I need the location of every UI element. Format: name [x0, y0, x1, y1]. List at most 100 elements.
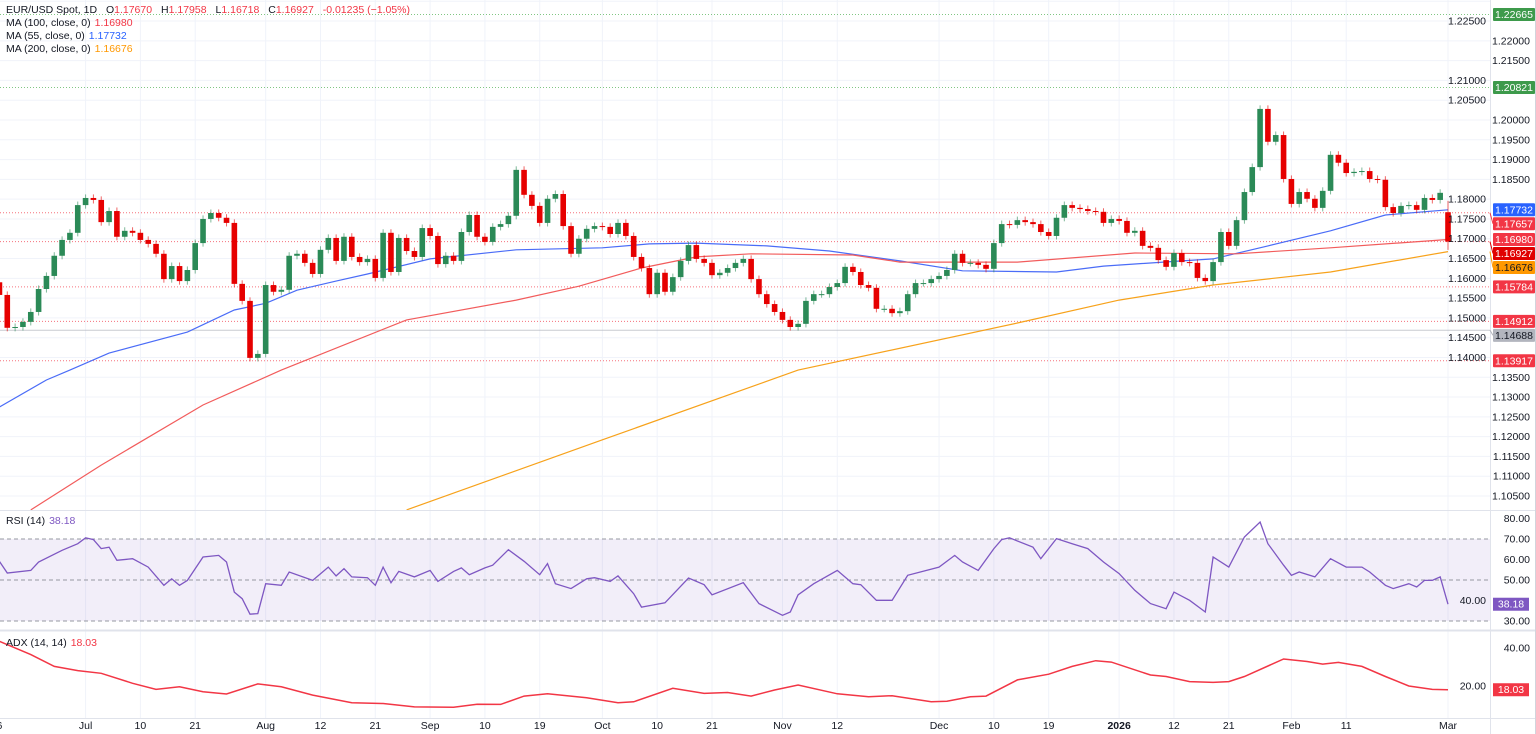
candle — [114, 207, 120, 241]
candle-body — [450, 255, 457, 261]
candle-body — [1163, 260, 1169, 267]
candle-body — [1406, 205, 1412, 207]
candle — [591, 222, 598, 233]
rsi-tick-label: 50.00 — [1504, 575, 1530, 587]
ma55-legend[interactable]: MA (55, close, 0) 1.17732 — [6, 30, 127, 43]
candle-body — [748, 258, 754, 280]
candle — [529, 191, 535, 210]
candle-body — [1241, 192, 1248, 221]
candle-body — [67, 232, 73, 240]
candle-body — [1069, 205, 1075, 208]
rsi-tick-label: 70.00 — [1504, 534, 1530, 546]
candle-body — [677, 260, 684, 278]
candle — [1210, 258, 1216, 285]
candle — [779, 308, 786, 324]
candle — [1351, 168, 1357, 177]
candle — [121, 227, 128, 241]
adx-line — [0, 640, 1449, 709]
candle-body — [161, 253, 167, 280]
candle — [912, 279, 919, 298]
candle-body — [920, 283, 927, 285]
candle — [4, 291, 11, 332]
candle-body — [121, 230, 128, 237]
candle-body — [1132, 230, 1138, 233]
candle-body — [114, 211, 120, 237]
candle-body — [341, 236, 347, 261]
price-tick-label: 1.13500 — [1492, 372, 1530, 384]
candle-body — [239, 283, 245, 301]
candle — [1343, 159, 1350, 177]
candle-body — [850, 266, 856, 272]
price-tick-label: 1.20500 — [1448, 95, 1486, 107]
adx-legend[interactable]: ADX (14, 14) 18.03 — [6, 637, 97, 650]
candle-body — [1100, 211, 1107, 223]
candle — [1429, 194, 1436, 204]
grid-lines — [0, 0, 1490, 718]
time-tick-label: 19 — [1043, 720, 1055, 732]
candle — [137, 229, 144, 244]
candle — [1257, 105, 1263, 171]
candle — [325, 234, 332, 254]
candle — [771, 300, 778, 316]
candle-body — [615, 222, 621, 234]
candle-body — [317, 249, 324, 274]
candle — [1366, 167, 1373, 183]
candle — [740, 255, 747, 267]
price-badge-label: 1.14688 — [1495, 330, 1533, 342]
candle-body — [709, 262, 715, 276]
candle — [1218, 228, 1224, 266]
candle-body — [779, 311, 786, 320]
candle-body — [1108, 218, 1115, 223]
candle-body — [842, 266, 848, 284]
candle-body — [544, 198, 551, 223]
candle-body — [826, 287, 833, 295]
rsi-badge-label: 38.18 — [1498, 599, 1524, 611]
candle — [1241, 188, 1248, 224]
candle — [98, 196, 105, 226]
candle-body — [701, 258, 707, 263]
candle — [262, 281, 269, 358]
candle-body — [1006, 224, 1013, 226]
candle-body — [1390, 207, 1396, 214]
candle — [983, 261, 989, 273]
candle-body — [1257, 108, 1263, 168]
price-badge — [1493, 328, 1535, 342]
price-tick-label: 1.22500 — [1448, 16, 1486, 28]
candle — [724, 264, 731, 277]
candle — [349, 233, 355, 261]
candle-body — [732, 262, 739, 269]
candle — [356, 253, 363, 266]
candle — [411, 247, 418, 261]
candle — [1116, 215, 1122, 225]
price-badge-label: 1.16980 — [1495, 234, 1533, 246]
close-value: C1.16927 — [268, 4, 314, 16]
price-tick-label: 1.18500 — [1492, 174, 1530, 186]
candle — [278, 286, 285, 296]
price-badge-label: 1.16676 — [1495, 262, 1533, 274]
candle-body — [380, 232, 386, 278]
candle — [184, 266, 191, 285]
ma100-line — [30, 238, 1449, 510]
candle — [959, 250, 966, 267]
candle-body — [599, 226, 606, 228]
candle — [364, 255, 371, 266]
open-value: O1.17670 — [106, 4, 152, 16]
ma55-line — [0, 209, 1449, 408]
ma100-legend[interactable]: MA (100, close, 0) 1.16980 — [6, 17, 133, 30]
ma200-legend[interactable]: MA (200, close, 0) 1.16676 — [6, 43, 133, 56]
candle — [1288, 175, 1295, 208]
candle-body — [1249, 167, 1256, 193]
close-label: C — [268, 4, 276, 16]
candle-body — [1053, 217, 1060, 236]
candle-body — [247, 300, 253, 358]
rsi-legend[interactable]: RSI (14) 38.18 — [6, 515, 75, 528]
candle — [270, 281, 277, 296]
candle-body — [536, 205, 543, 223]
adx-badge — [1493, 683, 1529, 697]
candle-body — [1445, 212, 1451, 242]
candle — [1359, 167, 1365, 176]
candle-body — [1210, 262, 1216, 282]
candle-body — [1288, 178, 1295, 204]
candle-body — [403, 237, 410, 252]
